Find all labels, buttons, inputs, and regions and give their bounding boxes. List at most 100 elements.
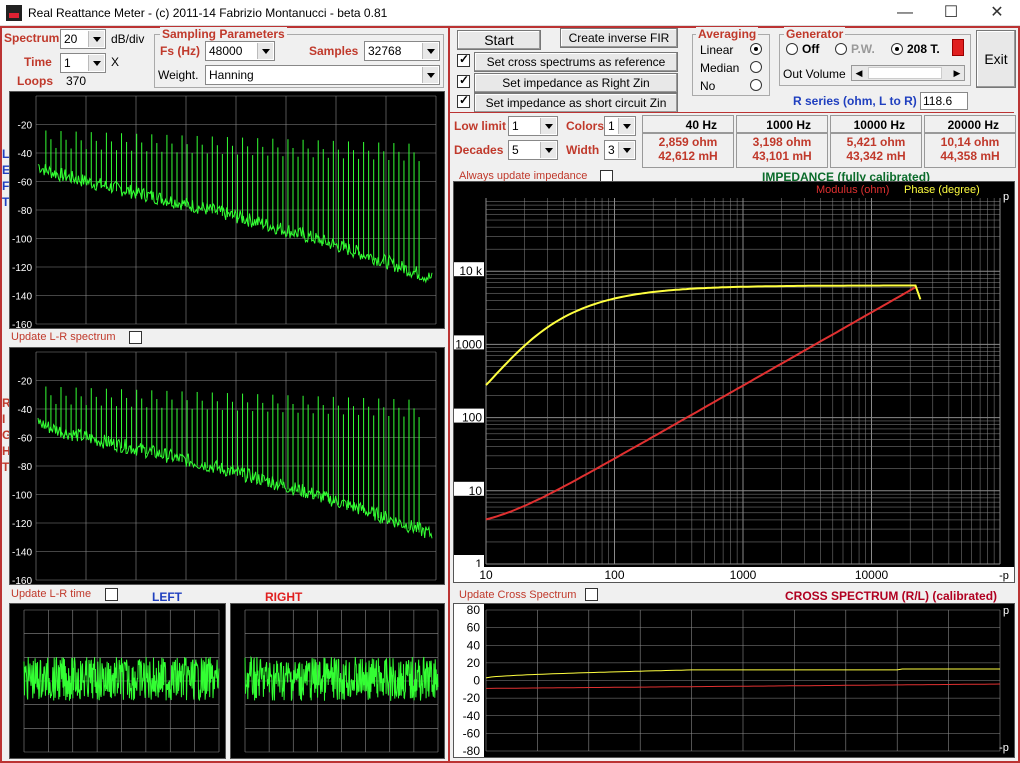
colors-select[interactable]: 1 (604, 116, 636, 136)
y-tick-label: -120 (12, 519, 32, 530)
out-volume-slider[interactable]: ◀ ▶ (851, 65, 965, 81)
y-tick-label: -80 (463, 744, 481, 757)
time-select[interactable]: 1 (60, 53, 106, 73)
left-spectrum-panel: -20 -40 -60 -80 -100 -120 -140 -160 (9, 91, 445, 329)
avg-no-radio[interactable] (750, 79, 762, 91)
chevron-down-icon (88, 55, 104, 71)
slider-thumb[interactable] (868, 67, 942, 79)
cross-ref-button[interactable]: Set cross spectrums as reference (474, 52, 678, 72)
cross-panel: 80 60 40 20 0 -20 -40 -60 -80 p -p (453, 603, 1015, 758)
y-tick-label: 1 (475, 557, 482, 571)
letter: E (2, 163, 11, 177)
readout-freq: 10000 (853, 118, 887, 132)
exit-button[interactable]: Exit (976, 30, 1016, 88)
x-axis-bg (454, 567, 1014, 582)
gen-pw-radio[interactable] (835, 43, 847, 55)
chevron-down-icon (540, 142, 556, 158)
right-zin-button[interactable]: Set impedance as Right Zin (474, 73, 678, 93)
r-series-input[interactable]: 118.6 (920, 92, 968, 110)
spectrum-value: 20 (64, 32, 78, 46)
letter: L (2, 147, 10, 161)
app-icon (6, 5, 22, 21)
chevron-down-icon (618, 118, 634, 134)
left-time-label: LEFT (152, 590, 182, 604)
y-tick-label: 1000 (455, 337, 482, 351)
low-limit-value: 1 (512, 119, 519, 133)
readout-mh: 42,612 mH (658, 149, 718, 163)
update-lr-time-checkbox[interactable] (105, 588, 118, 601)
out-volume-label: Out Volume (783, 67, 846, 81)
update-cross-checkbox[interactable] (585, 588, 598, 601)
letter: I (2, 412, 6, 426)
minimize-button[interactable]: — (897, 4, 913, 21)
readout-values: 2,859 ohm 42,612 mH (642, 133, 734, 168)
phase-axis-top: p (1003, 191, 1009, 203)
readout-mh: 44,358 mH (940, 149, 1000, 163)
readout-freq-box: 20000 Hz (924, 115, 1016, 133)
avg-median-radio[interactable] (750, 61, 762, 73)
y-tick-label: -160 (12, 320, 32, 328)
averaging-title: Averaging (696, 27, 759, 41)
y-tick-label: 80 (467, 604, 481, 617)
decades-select[interactable]: 5 (508, 140, 558, 160)
letter: F (2, 179, 10, 193)
chevron-down-icon (618, 142, 634, 158)
y-tick-label: -80 (18, 206, 33, 217)
readout-mh: 43,342 mH (846, 149, 906, 163)
y-tick-label: -140 (12, 292, 32, 303)
short-zin-checkbox[interactable] (457, 93, 470, 108)
scroll-right-icon[interactable]: ▶ (953, 68, 961, 78)
weight-select[interactable]: Hanning (205, 65, 440, 85)
spectrum-select[interactable]: 20 (60, 29, 106, 49)
window-title: Real Reattance Meter - (c) 2011-14 Fabri… (28, 6, 388, 20)
avg-no-label: No (700, 79, 716, 93)
always-update-label: Always update impedance (459, 170, 588, 182)
start-button[interactable]: Start (457, 30, 541, 50)
y-tick-label: -20 (18, 121, 33, 132)
low-limit-select[interactable]: 1 (508, 116, 558, 136)
gen-208t-radio[interactable] (891, 43, 903, 55)
time-trace (244, 655, 439, 701)
readout-freq-box: 1000 Hz (736, 115, 828, 133)
weight-label: Weight. (158, 68, 199, 82)
spectrum-trace (37, 164, 433, 284)
gen-pw-label: P.W. (851, 42, 875, 56)
y-tick-bg (454, 555, 484, 569)
short-zin-button[interactable]: Set impedance as short circuit Zin (474, 93, 678, 113)
width-select[interactable]: 3 (604, 140, 636, 160)
gen-208t-label: 208 T. (907, 42, 940, 56)
fs-value: 48000 (209, 44, 243, 58)
y-tick-label: -60 (463, 726, 481, 740)
time-trace (23, 656, 220, 701)
gen-off-radio[interactable] (786, 43, 798, 55)
chevron-down-icon (422, 67, 438, 83)
phase-axis-bottom: -p (999, 570, 1009, 582)
y-tick-label: -60 (18, 178, 33, 189)
y-tick-label: -140 (12, 548, 32, 559)
samples-label: Samples (309, 44, 359, 58)
avg-linear-radio[interactable] (750, 43, 762, 55)
chevron-down-icon (540, 118, 556, 134)
db-div-label: dB/div (111, 32, 145, 46)
create-inverse-fir-button[interactable]: Create inverse FIR (560, 28, 678, 48)
generator-group (779, 34, 971, 86)
vertical-divider (448, 28, 450, 761)
scroll-left-icon[interactable]: ◀ (855, 68, 863, 78)
update-lr-spectrum-checkbox[interactable] (129, 331, 142, 344)
readout-values: 10,14 ohm 44,358 mH (924, 133, 1016, 168)
close-button[interactable]: ✕ (990, 4, 1004, 21)
fs-select[interactable]: 48000 (205, 41, 275, 61)
cross-ref-checkbox[interactable] (457, 52, 470, 67)
y-axis-bg (454, 604, 484, 757)
right-zin-checkbox[interactable] (457, 73, 470, 88)
cross-spectrum-plot: 80 60 40 20 0 -20 -40 -60 -80 p -p (454, 604, 1009, 757)
maximize-button[interactable]: ☐ (943, 4, 959, 21)
y-tick-label: -120 (12, 263, 32, 274)
readout-20000hz: 20000 Hz 10,14 ohm 44,358 mH (924, 115, 1016, 168)
right-time-label: RIGHT (265, 590, 303, 604)
samples-select[interactable]: 32768 (364, 41, 440, 61)
right-side-label: R I G H T (2, 395, 11, 475)
left-spectrum-plot: -20 -40 -60 -80 -100 -120 -140 -160 (10, 92, 444, 328)
right-spectrum-panel: -20 -40 -60 -80 -100 -120 -140 -160 (9, 347, 445, 585)
